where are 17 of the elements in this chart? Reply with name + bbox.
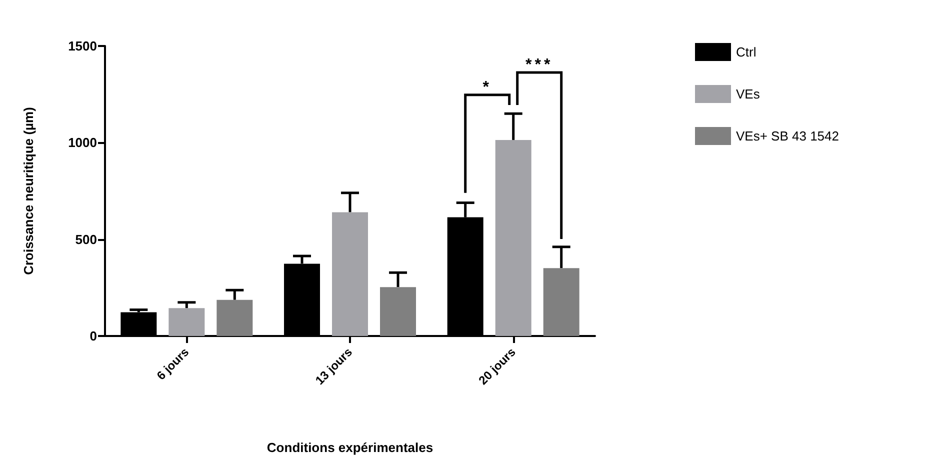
legend-label: Ctrl [736,44,756,60]
y-tick-label: 1500 [68,38,97,54]
y-tick-label: 1000 [68,135,97,150]
legend-label: VEs [736,86,760,102]
annotation: *** [525,56,554,74]
legend-label: VEs+ SB 43 1542 [736,128,839,144]
y-axis-title: Croissance neuritique (µm) [21,107,36,275]
annotation: * [482,78,492,96]
y-tick-label: 500 [75,232,97,247]
bar [380,287,416,336]
bar [168,308,205,336]
x-axis-title: Conditions expérimentales [266,440,434,455]
bar [543,268,580,336]
bar [495,140,532,336]
y-tick-label: 0 [90,328,97,344]
bar [216,300,253,336]
bar [332,212,368,336]
